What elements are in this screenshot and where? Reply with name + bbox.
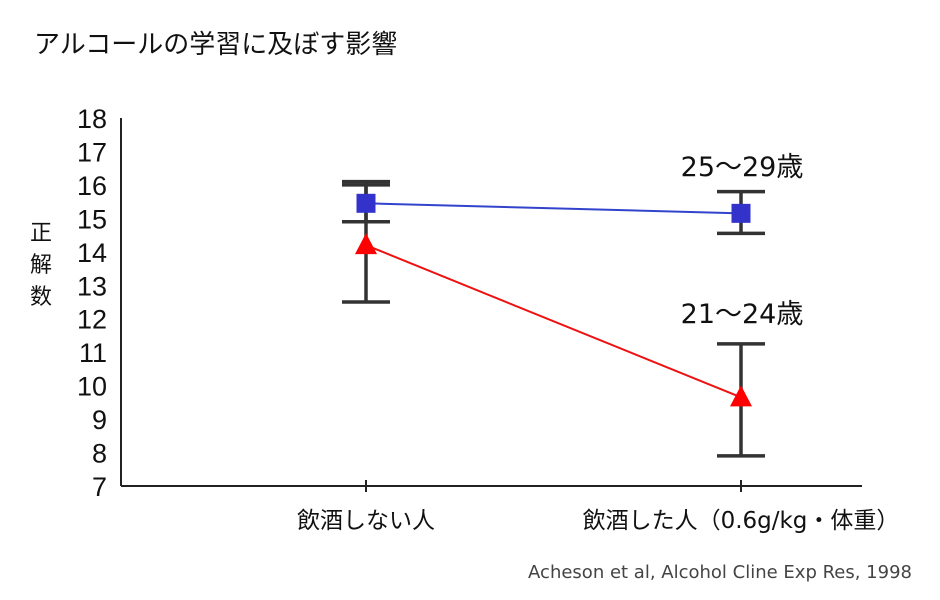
data-point-triangle xyxy=(355,233,377,255)
y-tick-label: 13 xyxy=(77,271,107,301)
y-tick-label: 12 xyxy=(77,305,107,335)
y-axis-label-char: 数 xyxy=(29,285,52,310)
y-axis-label-char: 解 xyxy=(29,253,52,278)
y-tick-label: 15 xyxy=(77,204,107,234)
y-tick-label: 7 xyxy=(92,472,107,502)
x-tick-label: 飲酒した人（0.6g/kg・体重） xyxy=(583,508,900,534)
y-tick-label: 8 xyxy=(92,439,107,469)
data-markers xyxy=(355,193,752,407)
y-tick-label: 17 xyxy=(77,137,107,167)
data-point-triangle xyxy=(730,385,752,407)
y-axis-label-char: 正 xyxy=(29,221,52,246)
chart-title: アルコールの学習に及ぼす影響 xyxy=(34,30,398,60)
source-citation: Acheson et al, Alcohol Cline Exp Res, 19… xyxy=(528,562,912,583)
y-tick-label: 14 xyxy=(77,238,107,268)
x-tick-labels: 飲酒しない人 飲酒した人（0.6g/kg・体重） xyxy=(297,480,899,534)
y-tick-label: 11 xyxy=(79,338,107,368)
data-point-square xyxy=(356,193,376,213)
y-tick-label: 9 xyxy=(92,405,107,435)
y-tick-label: 10 xyxy=(77,372,107,402)
series-line xyxy=(365,202,742,215)
series-label: 25〜29歳 xyxy=(681,152,804,183)
x-tick-label: 飲酒しない人 xyxy=(297,508,435,534)
y-tick-label: 18 xyxy=(77,104,107,134)
axes xyxy=(120,118,862,487)
series-labels: 25〜29歳 21〜24歳 xyxy=(681,152,804,330)
data-point-square xyxy=(731,203,751,223)
y-tick-label: 16 xyxy=(77,171,107,201)
series-label: 21〜24歳 xyxy=(681,299,804,330)
series-lines xyxy=(365,202,742,399)
series-line xyxy=(365,244,742,399)
y-axis-label: 正 解 数 xyxy=(26,218,56,314)
